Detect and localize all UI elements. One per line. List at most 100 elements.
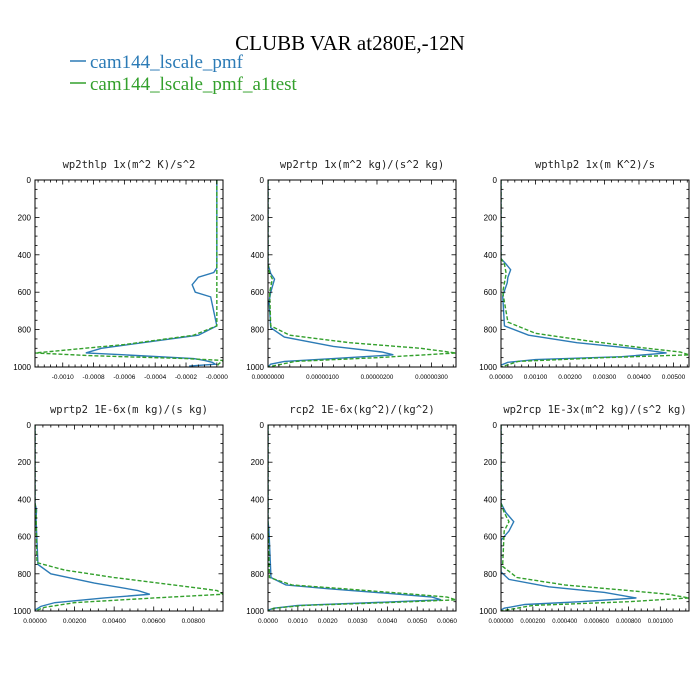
panel-title: wp2thlp 1x(m^2 K)/s^2 <box>63 159 196 171</box>
y-tick-label: 400 <box>251 495 265 504</box>
x-tick-label: -0.0000 <box>206 374 228 381</box>
plot-frame <box>34 424 224 612</box>
panel-3: wpthlp2 1x(m K^2)/s 0 200 400 600 800 1000 0.00… <box>479 159 690 381</box>
panel-1: wp2thlp 1x(m^2 K)/s^2 0 200 400 600 800 1000 -0… <box>13 159 228 381</box>
x-tick-label: 0.00000300 <box>415 374 448 381</box>
x-tick-label: 0.00200 <box>558 374 582 381</box>
x-tick-label: 0.001000 <box>648 619 674 625</box>
series-line-cam144-lscale-pmf-a1test <box>501 180 689 367</box>
x-tick-label: 0.000600 <box>584 619 610 625</box>
x-tick-label: 0.000200 <box>520 619 546 625</box>
y-tick-label: 600 <box>484 288 498 297</box>
x-tick-label: 0.00000200 <box>361 374 394 381</box>
y-tick-label: 200 <box>18 213 32 222</box>
plot-frame <box>500 179 690 368</box>
y-tick-label: 600 <box>251 288 265 297</box>
y-tick-label: 400 <box>18 495 32 504</box>
x-tick-label: 0.00400 <box>102 618 126 625</box>
y-tick-label: 200 <box>251 458 265 467</box>
plot-frame <box>267 424 457 612</box>
panel-title: wpthlp2 1x(m K^2)/s <box>535 159 655 171</box>
x-tick-label: 0.00500 <box>662 374 686 381</box>
x-tick-label: 0.000000 <box>488 619 514 625</box>
y-tick-label: 0 <box>260 421 265 430</box>
series-line-cam144-lscale-pmf-a1test <box>268 425 456 611</box>
x-tick-label: 0.00000000 <box>252 374 285 381</box>
x-tick-label: 0.0050 <box>407 618 427 625</box>
y-tick-label: 1000 <box>246 363 264 372</box>
panel-2: wp2rtp 1x(m^2 kg)/(s^2 kg) 0 200 400 600 800 1… <box>246 159 457 381</box>
x-tick-label: 0.0030 <box>348 618 368 625</box>
x-tick-label: 0.0020 <box>318 618 338 625</box>
y-tick-label: 600 <box>484 533 498 542</box>
x-tick-label: 0.00800 <box>182 618 206 625</box>
x-tick-label: 0.0060 <box>437 618 457 625</box>
plot-frame <box>34 179 224 368</box>
x-tick-label: -0.0004 <box>144 374 166 381</box>
panel-title: rcp2 1E-6x(kg^2)/(kg^2) <box>289 404 434 416</box>
series-line-cam144-lscale-pmf <box>501 425 637 611</box>
y-tick-label: 0 <box>27 176 32 185</box>
x-tick-label: 0.00400 <box>627 374 651 381</box>
x-tick-label: 0.00000 <box>489 374 513 381</box>
x-tick-label: 0.00000100 <box>306 374 339 381</box>
y-tick-label: 200 <box>18 458 32 467</box>
y-tick-label: 400 <box>18 251 32 260</box>
y-tick-label: 600 <box>251 533 265 542</box>
x-tick-label: 0.0040 <box>377 618 397 625</box>
series-line-cam144-lscale-pmf <box>501 180 667 366</box>
x-tick-label: -0.0008 <box>83 374 105 381</box>
series-line-cam144-lscale-pmf <box>268 180 394 367</box>
panel-title: wp2rcp 1E-3x(m^2 kg)/(s^2 kg) <box>503 404 686 416</box>
series-line-cam144-lscale-pmf <box>268 425 442 611</box>
y-tick-label: 1000 <box>246 607 264 616</box>
x-tick-label: 0.000800 <box>616 619 642 625</box>
panel-4: wprtp2 1E-6x(m kg)/(s kg) 0 200 400 600 800 10… <box>13 404 224 625</box>
panel-title: wp2rtp 1x(m^2 kg)/(s^2 kg) <box>280 159 444 171</box>
y-tick-label: 800 <box>484 570 498 579</box>
y-tick-label: 800 <box>18 570 32 579</box>
x-tick-label: 0.0010 <box>288 618 308 625</box>
y-tick-label: 400 <box>484 495 498 504</box>
y-tick-label: 600 <box>18 288 32 297</box>
y-tick-label: 400 <box>484 251 498 260</box>
y-tick-label: 200 <box>251 213 265 222</box>
y-tick-label: 0 <box>493 421 498 430</box>
legend: cam144_lscale_pmf cam144_lscale_pmf_a1te… <box>70 52 298 95</box>
panel-title: wprtp2 1E-6x(m kg)/(s kg) <box>50 404 208 416</box>
panel-6: wp2rcp 1E-3x(m^2 kg)/(s^2 kg) 0 200 400 600 8… <box>479 404 690 625</box>
y-tick-label: 0 <box>260 176 265 185</box>
y-tick-label: 0 <box>27 421 32 430</box>
x-tick-label: -0.0002 <box>175 374 197 381</box>
legend-label-1: cam144_lscale_pmf <box>90 52 244 73</box>
y-tick-label: 800 <box>18 326 32 335</box>
series-line-cam144-lscale-pmf-a1test <box>501 425 689 611</box>
y-tick-label: 800 <box>484 326 498 335</box>
y-tick-label: 600 <box>18 533 32 542</box>
x-tick-label: -0.0006 <box>113 374 135 381</box>
y-tick-label: 1000 <box>479 363 497 372</box>
x-tick-label: 0.00600 <box>142 618 166 625</box>
y-tick-label: 800 <box>251 570 265 579</box>
y-tick-label: 200 <box>484 213 498 222</box>
y-tick-label: 200 <box>484 458 498 467</box>
x-tick-label: -0.0010 <box>52 374 74 381</box>
y-tick-label: 1000 <box>13 363 31 372</box>
y-tick-label: 1000 <box>479 607 497 616</box>
x-tick-label: 0.00000 <box>23 618 47 625</box>
y-tick-label: 1000 <box>13 607 31 616</box>
x-tick-label: 0.00200 <box>63 618 87 625</box>
x-tick-label: 0.00100 <box>524 374 548 381</box>
x-tick-label: 0.0000 <box>258 618 278 625</box>
series-line-cam144-lscale-pmf-a1test <box>35 180 223 367</box>
legend-label-2: cam144_lscale_pmf_a1test <box>90 74 298 95</box>
x-tick-label: 0.00300 <box>593 374 617 381</box>
x-tick-label: 0.000400 <box>552 619 578 625</box>
panel-5: rcp2 1E-6x(kg^2)/(kg^2) 0 200 400 600 800 1000… <box>246 404 457 625</box>
series-line-cam144-lscale-pmf <box>35 425 150 611</box>
series-line-cam144-lscale-pmf <box>85 180 218 367</box>
y-tick-label: 0 <box>493 176 498 185</box>
figure-title: CLUBB VAR at280E,-12N <box>235 31 465 55</box>
panels: wp2thlp 1x(m^2 K)/s^2 0 200 400 600 800 1000 -0… <box>13 159 690 625</box>
